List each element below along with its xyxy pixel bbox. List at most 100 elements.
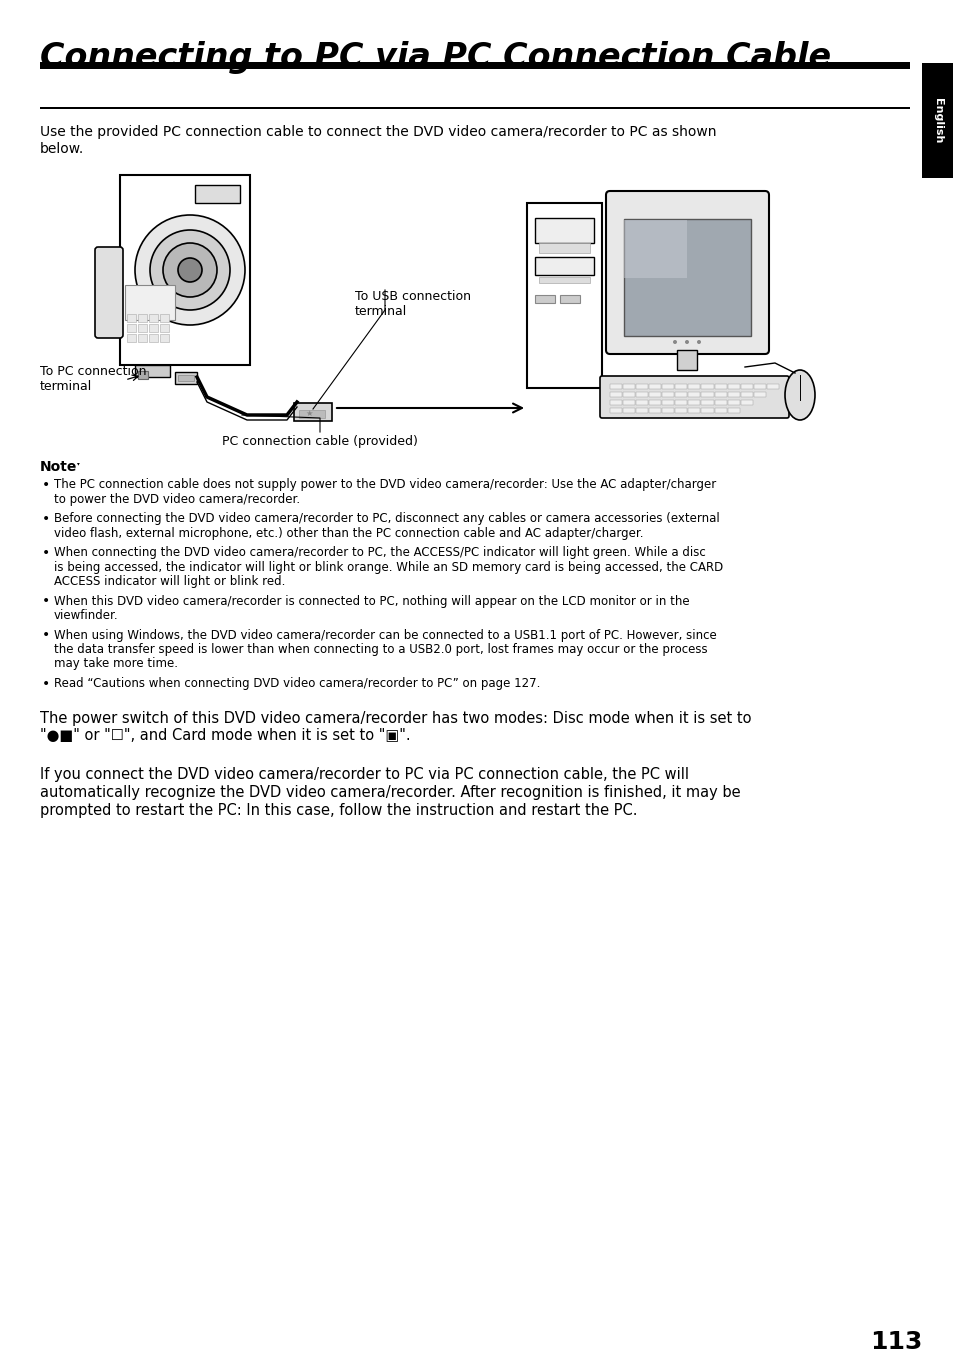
Bar	[677, 350, 697, 370]
Bar	[661, 408, 674, 412]
Bar	[149, 324, 158, 333]
Bar	[125, 285, 174, 320]
Bar	[649, 400, 660, 406]
Bar	[40, 107, 909, 110]
Text: •: •	[42, 677, 51, 691]
Text: "●■" or "☐", and Card mode when it is set to "▣".: "●■" or "☐", and Card mode when it is se…	[40, 729, 410, 744]
Bar	[623, 220, 686, 279]
Bar	[649, 392, 660, 397]
Text: •: •	[42, 629, 51, 642]
Bar	[700, 384, 713, 389]
Bar	[675, 400, 687, 406]
Bar	[160, 324, 169, 333]
Bar	[526, 203, 601, 388]
Bar	[675, 392, 687, 397]
Bar	[700, 408, 713, 412]
Bar	[714, 384, 726, 389]
Text: to power the DVD video camera/recorder.: to power the DVD video camera/recorder.	[54, 492, 300, 506]
Circle shape	[684, 339, 688, 343]
Bar	[753, 392, 765, 397]
Text: below.: below.	[40, 142, 84, 155]
Bar	[135, 365, 170, 377]
Bar	[622, 384, 635, 389]
Bar	[714, 392, 726, 397]
Bar	[675, 384, 687, 389]
Bar	[661, 384, 674, 389]
Bar	[559, 295, 579, 303]
Text: prompted to restart the PC: In this case, follow the instruction and restart the: prompted to restart the PC: In this case…	[40, 803, 637, 818]
Bar	[740, 384, 752, 389]
Bar	[753, 384, 765, 389]
Text: The PC connection cable does not supply power to the DVD video camera/recorder: : The PC connection cable does not supply …	[54, 479, 716, 491]
Bar	[138, 334, 147, 342]
Bar	[675, 408, 687, 412]
Text: ★: ★	[305, 408, 313, 418]
Bar	[688, 408, 700, 412]
Text: may take more time.: may take more time.	[54, 657, 178, 671]
Bar	[138, 324, 147, 333]
Bar	[538, 277, 589, 283]
FancyBboxPatch shape	[599, 376, 788, 418]
Bar	[538, 243, 589, 253]
Bar	[120, 174, 250, 365]
Bar	[535, 257, 594, 274]
Bar	[174, 372, 196, 384]
Text: PC connection cable (provided): PC connection cable (provided)	[222, 435, 417, 448]
Bar	[40, 62, 909, 69]
Circle shape	[672, 339, 677, 343]
Bar	[127, 324, 136, 333]
Bar	[636, 400, 647, 406]
Text: •: •	[42, 595, 51, 608]
Bar	[622, 408, 635, 412]
Bar	[623, 219, 750, 337]
Text: Read “Cautions when connecting DVD video camera/recorder to PC” on page 127.: Read “Cautions when connecting DVD video…	[54, 677, 539, 690]
Circle shape	[150, 230, 230, 310]
Bar	[727, 408, 739, 412]
Text: •: •	[42, 512, 51, 526]
Text: ACCESS indicator will light or blink red.: ACCESS indicator will light or blink red…	[54, 575, 285, 588]
Circle shape	[178, 258, 202, 283]
Bar	[535, 295, 555, 303]
Text: the data transfer speed is lower than when connecting to a USB2.0 port, lost fra: the data transfer speed is lower than wh…	[54, 644, 707, 656]
Bar	[714, 400, 726, 406]
Bar	[921, 64, 953, 178]
Bar	[636, 408, 647, 412]
Text: When using Windows, the DVD video camera/recorder can be connected to a USB1.1 p: When using Windows, the DVD video camera…	[54, 629, 716, 641]
Text: When this DVD video camera/recorder is connected to PC, nothing will appear on t: When this DVD video camera/recorder is c…	[54, 595, 689, 607]
Text: is being accessed, the indicator will light or blink orange. While an SD memory : is being accessed, the indicator will li…	[54, 561, 722, 573]
Bar	[298, 410, 325, 418]
Bar	[688, 384, 700, 389]
Ellipse shape	[784, 370, 814, 420]
Text: To PC connection
terminal: To PC connection terminal	[40, 365, 147, 393]
Bar	[700, 392, 713, 397]
FancyBboxPatch shape	[605, 191, 768, 354]
Circle shape	[697, 339, 700, 343]
Bar	[149, 314, 158, 322]
Bar	[609, 408, 621, 412]
FancyBboxPatch shape	[95, 247, 123, 338]
Bar	[636, 392, 647, 397]
Bar	[649, 384, 660, 389]
Bar	[294, 403, 332, 420]
Circle shape	[135, 215, 245, 324]
Bar	[535, 218, 594, 243]
Text: To USB connection
terminal: To USB connection terminal	[355, 289, 471, 318]
Bar	[655, 380, 719, 388]
Text: Use the provided PC connection cable to connect the DVD video camera/recorder to: Use the provided PC connection cable to …	[40, 124, 716, 139]
Text: •: •	[42, 546, 51, 560]
Text: •: •	[42, 479, 51, 492]
Bar	[149, 334, 158, 342]
Bar	[688, 400, 700, 406]
Bar	[727, 400, 739, 406]
Bar	[178, 375, 193, 381]
Bar	[609, 400, 621, 406]
Bar	[714, 408, 726, 412]
Circle shape	[163, 243, 216, 297]
Bar	[622, 400, 635, 406]
Text: viewfinder.: viewfinder.	[54, 608, 118, 622]
Bar	[688, 392, 700, 397]
Text: English: English	[932, 97, 942, 143]
Text: The power switch of this DVD video camera/recorder has two modes: Disc mode when: The power switch of this DVD video camer…	[40, 711, 751, 726]
Bar	[727, 392, 739, 397]
Bar	[636, 384, 647, 389]
